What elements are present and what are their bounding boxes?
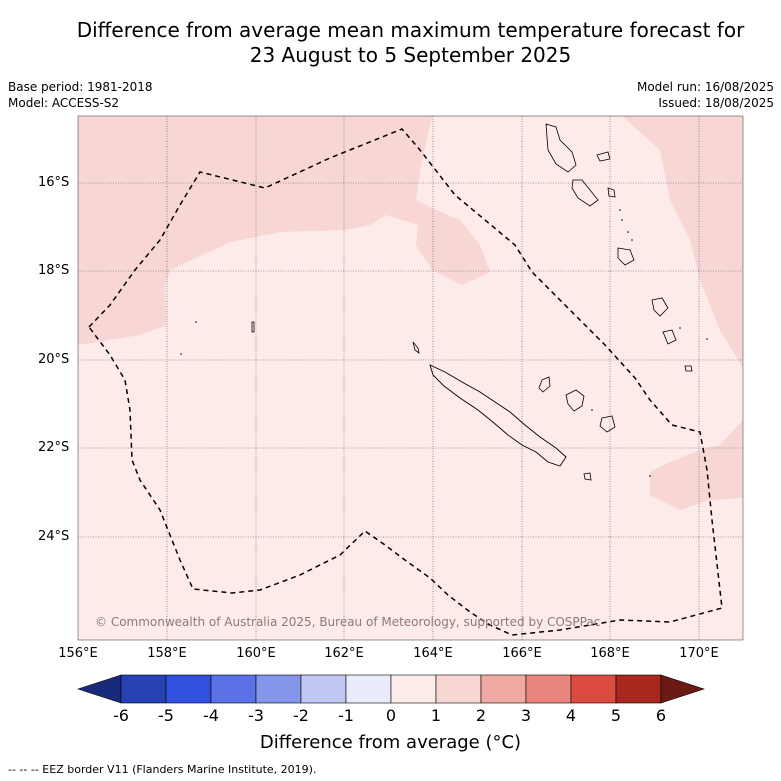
efate-island (617, 247, 635, 266)
anomaly-1-2-region-east (622, 116, 743, 368)
lat-label-22s: 22°S (38, 440, 70, 455)
lat-label-20s: 20°S (38, 352, 70, 367)
meta-right: Model run: 16/08/2025 Issued: 18/08/2025 (637, 79, 774, 111)
colorbar-bin-3-4 (525, 674, 572, 704)
lat-label-24s: 24°S (38, 529, 70, 544)
colorbar-low-extension (77, 674, 122, 704)
new-caledonia-main-island (429, 364, 567, 467)
colorbar-tick: -5 (158, 706, 174, 725)
colorbar-tick: -6 (113, 706, 129, 725)
colorbar-bin-minus6-minus5 (120, 674, 167, 704)
meta-left: Base period: 1981-2018 Model: ACCESS-S2 (8, 79, 153, 111)
colorbar-bin-minus5-minus4 (165, 674, 212, 704)
colorbar-tick: 1 (430, 706, 442, 725)
anomaly-1-2-region-west (78, 116, 432, 345)
map-title-line2: 23 August to 5 September 2025 (249, 43, 572, 67)
colorbar-bin-1-2 (435, 674, 482, 704)
colorbar-label: Difference from average (°C) (259, 732, 522, 753)
walpole-island (583, 472, 592, 481)
base-period-text: Base period: 1981-2018 (8, 80, 153, 94)
model-text: Model: ACCESS-S2 (8, 96, 120, 110)
tanna-island (662, 329, 677, 345)
lon-label-170e: 170°E (679, 646, 719, 661)
lon-label-166e: 166°E (502, 646, 542, 661)
colorbar-tick: 0 (385, 706, 397, 725)
lifou-island (565, 389, 585, 412)
eez-legend-footer: -- -- -- EEZ border V11 (Flanders Marine… (8, 763, 317, 776)
map-area: © Commonwealth of Australia 2025, Bureau… (78, 116, 743, 640)
malakula-island (571, 179, 599, 207)
map-frame (77, 115, 744, 641)
colorbar-high-extension (660, 674, 705, 704)
colorbar-tick: -4 (203, 706, 219, 725)
colorbar-bin-minus2-minus1 (300, 674, 347, 704)
map-title-line1: Difference from average mean maximum tem… (76, 18, 745, 42)
colorbar-tick: 6 (655, 706, 667, 725)
lon-label-156e: 156°E (58, 646, 98, 661)
colorbar-bin-minus4-minus3 (210, 674, 257, 704)
colorbar-bin-2-3 (480, 674, 527, 704)
issued-text: Issued: 18/08/2025 (658, 96, 774, 110)
colorbar-bin-0-1 (390, 674, 437, 704)
graticule (78, 116, 743, 640)
belep-islands (412, 341, 420, 354)
espiritu-santo-island (545, 123, 577, 173)
lon-label-160e: 160°E (236, 646, 276, 661)
eez-border (88, 128, 723, 636)
colorbar-tick: -1 (338, 706, 354, 725)
colorbar-tick: 2 (475, 706, 487, 725)
lat-label-18s: 18°S (38, 263, 70, 278)
copyright-text: © Commonwealth of Australia 2025, Bureau… (95, 615, 600, 629)
aneityum-island (684, 365, 693, 372)
small-islets (180, 209, 708, 477)
colorbar-tick: 5 (610, 706, 622, 725)
anomaly-1-2-region-central (376, 200, 490, 285)
colorbar-bin-5-6 (615, 674, 662, 704)
colorbar (77, 674, 705, 704)
lat-label-16s: 16°S (38, 175, 70, 190)
colorbar-tick: 3 (520, 706, 532, 725)
anomaly-1-2-region-southeast (650, 420, 743, 510)
lon-label-164e: 164°E (413, 646, 453, 661)
colorbar-tick: 4 (565, 706, 577, 725)
colorbar-bin-minus3-minus2 (255, 674, 302, 704)
lon-label-162e: 162°E (324, 646, 364, 661)
colorbar-bin-minus1-0 (345, 674, 392, 704)
maewo-island (596, 151, 611, 162)
erromango-island (651, 297, 669, 317)
chesterfield-islands (251, 321, 255, 333)
epi-island (607, 187, 616, 198)
ouvea-island (538, 376, 551, 393)
model-run-text: Model run: 16/08/2025 (636, 80, 774, 94)
colorbar-tick: -3 (248, 706, 264, 725)
map-title: Difference from average mean maximum tem… (0, 18, 781, 68)
lon-label-158e: 158°E (147, 646, 187, 661)
colorbar-bin-4-5 (570, 674, 617, 704)
colorbar-tick: -2 (293, 706, 309, 725)
lon-label-168e: 168°E (590, 646, 630, 661)
mare-island (599, 415, 616, 433)
